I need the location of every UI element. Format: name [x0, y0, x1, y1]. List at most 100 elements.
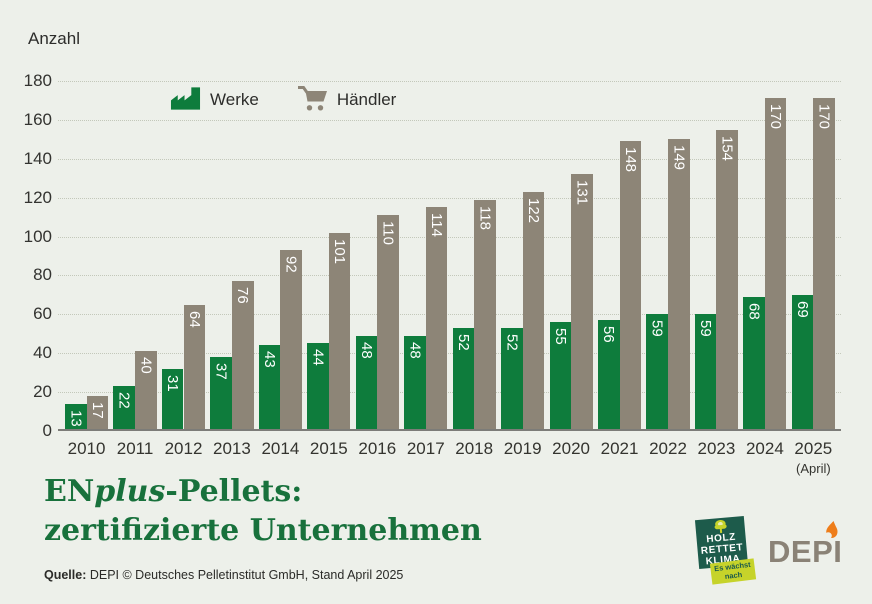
bar-werke-2016: 48 — [355, 335, 378, 429]
bar-label-wrap: 55 — [550, 322, 572, 429]
bar-haendler-2024: 170 — [764, 98, 787, 429]
legend-label-haendler: Händler — [336, 90, 397, 109]
y-tick-label: 20 — [33, 382, 52, 402]
depi-wordmark: DEPI — [768, 534, 843, 569]
bar-value-label: 69 — [794, 300, 812, 318]
bar-value-label: 52 — [454, 333, 472, 351]
y-tick-label: 160 — [23, 109, 52, 129]
bar-werke-2024: 68 — [743, 296, 765, 429]
bar-label-wrap: 131 — [571, 174, 593, 429]
bar-value-label: 114 — [428, 213, 446, 238]
bar-haendler-2011: 40 — [135, 351, 157, 429]
bar-label-wrap: 170 — [765, 98, 787, 429]
chart-title-line1: ENplus-Pellets: — [44, 474, 303, 509]
bar-label-wrap: 110 — [377, 215, 399, 429]
depi-logo: DEPI — [768, 521, 848, 567]
bar-werke-2018: 52 — [452, 327, 475, 429]
x-tick-label: 2010 — [67, 439, 106, 458]
bar-label-wrap: 43 — [259, 345, 281, 429]
bar-label-wrap: 76 — [232, 281, 254, 429]
bar-label-wrap: 148 — [620, 141, 642, 429]
bar-werke-2017: 48 — [404, 335, 426, 429]
y-axis-unit-label: Anzahl — [28, 29, 80, 48]
bar-haendler-2012: 64 — [183, 304, 206, 429]
x-tick-label: 2013 — [213, 439, 251, 458]
chart-title: ENplus-Pellets: zertifizierte Unternehme… — [44, 472, 482, 550]
bar-haendler-2018: 118 — [474, 199, 496, 429]
x-tick-label: 2018 — [455, 439, 494, 458]
bar-label-wrap: 170 — [813, 98, 835, 429]
bar-label-wrap: 59 — [695, 314, 717, 429]
bar-werke-2012: 31 — [161, 368, 184, 429]
bar-label-wrap: 114 — [426, 207, 448, 429]
bar-label-wrap: 31 — [162, 369, 184, 429]
x-tick-label: 2022 — [649, 439, 687, 458]
bar-werke-2014: 43 — [258, 345, 281, 429]
bar-label-wrap: 17 — [87, 396, 109, 429]
bar-haendler-2019: 122 — [522, 191, 545, 429]
bar-value-label: 154 — [718, 135, 736, 161]
bar-value-label: 148 — [621, 147, 639, 173]
y-tick-label: 140 — [23, 148, 52, 168]
bar-haendler-2022: 149 — [668, 139, 690, 429]
bar-label-wrap: 69 — [792, 295, 814, 429]
bar-value-label: 64 — [185, 310, 203, 328]
bar-value-label: 44 — [309, 349, 327, 367]
bar-haendler-2014: 92 — [280, 250, 302, 429]
gridline — [58, 392, 841, 394]
bar-label-wrap: 56 — [598, 320, 620, 429]
bar-value-label: 13 — [67, 409, 85, 427]
gridline — [58, 158, 841, 160]
bar-value-label: 22 — [115, 392, 133, 409]
bar-value-label: 59 — [697, 320, 715, 337]
bar-label-wrap: 59 — [646, 314, 668, 429]
flame-icon — [825, 521, 838, 540]
bar-value-label: 40 — [137, 357, 155, 374]
source-text: DEPI © Deutsches Pelletinstitut GmbH, St… — [86, 568, 404, 582]
bar-value-label: 92 — [282, 256, 300, 273]
x-tick-label: 2016 — [358, 439, 397, 458]
badge-tag-line-2: nach — [724, 569, 743, 581]
bar-label-wrap: 92 — [280, 250, 302, 429]
x-axis-line — [58, 429, 841, 431]
plot-area: Werke Händler 13 17 2010 22 40 2011 31 64 2012 37… — [58, 81, 841, 476]
chart-title-line2: zertifizierte Unternehmen — [44, 513, 482, 548]
y-tick-label: 180 — [23, 71, 52, 90]
bar-werke-2011: 22 — [113, 386, 136, 429]
bar-value-label: 17 — [88, 401, 106, 419]
gridline — [58, 197, 841, 199]
x-tick-label: 2012 — [164, 439, 203, 458]
bar-label-wrap: 40 — [135, 351, 157, 429]
tree-icon — [714, 520, 727, 534]
bar-werke-2013: 37 — [210, 357, 232, 429]
bar-label-wrap: 13 — [65, 404, 87, 429]
x-tick-label: 2014 — [261, 439, 300, 458]
x-tick-label: 2015 — [309, 439, 348, 458]
y-tick-label: 120 — [23, 187, 52, 207]
x-tick-label: 2017 — [406, 439, 445, 458]
holz-rettet-klima-badge: HOLZ RETTET KLIMA — [694, 515, 749, 570]
bar-value-label: 122 — [524, 197, 542, 223]
bar-value-label: 48 — [406, 341, 424, 359]
bar-value-label: 170 — [815, 104, 833, 130]
bar-value-label: 149 — [670, 145, 688, 171]
bar-label-wrap: 37 — [210, 357, 232, 429]
bar-werke-2021: 56 — [597, 320, 620, 429]
bar-label-wrap: 64 — [184, 305, 206, 429]
bar-label-wrap: 22 — [113, 386, 135, 429]
bar-label-wrap: 118 — [474, 200, 496, 429]
x-tick-label: 2020 — [552, 439, 591, 458]
bar-label-wrap: 154 — [716, 130, 738, 429]
source-label: Quelle: — [44, 568, 87, 582]
bar-label-wrap: 48 — [356, 336, 378, 429]
gridline — [58, 353, 841, 355]
y-tick-label: 100 — [23, 226, 52, 246]
bar-haendler-2023: 154 — [716, 129, 739, 429]
bar-value-label: 37 — [212, 363, 230, 380]
bar-werke-2010: 13 — [65, 403, 87, 429]
bar-value-label: 56 — [600, 326, 618, 343]
bar-label-wrap: 52 — [453, 328, 475, 429]
holz-rettet-klima-logo: HOLZ RETTET KLIMA Es wächst nach — [692, 510, 770, 596]
bar-werke-2015: 44 — [307, 343, 329, 429]
